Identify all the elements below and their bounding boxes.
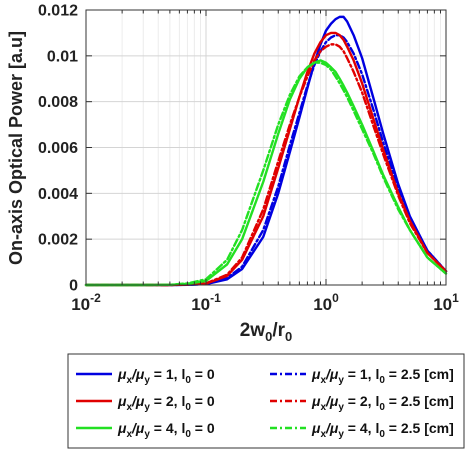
legend-label-part: = 1, l — [150, 366, 185, 382]
legend-label-part: = 0 — [191, 420, 215, 436]
legend-label-part: y — [338, 429, 344, 440]
legend-label-part: μ — [117, 393, 127, 409]
legend-label-part: = 4, l — [344, 420, 379, 436]
legend-label-part: /μ — [325, 366, 339, 382]
legend-label-part: x — [320, 375, 326, 386]
legend-label-part: μ — [117, 420, 127, 436]
legend-label: μx/μy = 4, l0 = 0 — [117, 420, 215, 440]
grid — [86, 10, 446, 285]
legend-label-part: y — [338, 402, 344, 413]
x-axis-label: 2w0/r0 — [240, 320, 293, 344]
series-line-4 — [84, 43, 448, 287]
legend-label-part: x — [126, 402, 132, 413]
legend-label-part: 0 — [379, 429, 385, 440]
legend-label-part: /μ — [325, 393, 339, 409]
legend-label: μx/μy = 1, l0 = 2.5 [cm] — [311, 366, 454, 386]
legend-label-part: x — [126, 429, 132, 440]
y-tick-label: 0.006 — [38, 140, 78, 157]
x-tick-base: 10 — [71, 295, 90, 314]
legend: μx/μy = 1, l0 = 0 μx/μy = 1, l0 = 2.5 [cm… — [67, 353, 465, 449]
legend-label-part: = 0 — [191, 393, 215, 409]
legend-label-part: x — [320, 402, 326, 413]
series-line-6 — [84, 61, 448, 287]
legend-label-part: 0 — [379, 375, 385, 386]
y-tick-label: 0 — [69, 278, 78, 295]
legend-label-part: 0 — [185, 375, 191, 386]
legend-label-part: = 1, l — [344, 366, 379, 382]
legend-label-part: = 2.5 [cm] — [385, 366, 454, 382]
series-lines — [84, 15, 448, 287]
legend-label-part: = 2, l — [150, 393, 185, 409]
legend-label-part: /μ — [131, 420, 145, 436]
legend-label-part: x — [320, 429, 326, 440]
x-tick-label: 100 — [313, 291, 339, 314]
x-tick-label: 10-1 — [191, 291, 221, 314]
legend-label-part: y — [144, 402, 150, 413]
ticks — [85, 9, 446, 286]
x-tick-exponent: 0 — [332, 291, 339, 305]
legend-label-part: y — [338, 375, 344, 386]
legend-label-part: μ — [311, 420, 321, 436]
legend-entries: μx/μy = 1, l0 = 0 μx/μy = 1, l0 = 2.5 [cm… — [76, 366, 454, 440]
legend-box — [67, 353, 465, 449]
legend-label-part: /μ — [131, 393, 145, 409]
y-tick-label: 0.012 — [38, 3, 78, 20]
x-tick-base: 10 — [191, 295, 210, 314]
x-tick-base: 10 — [433, 295, 452, 314]
legend-label-part: = 2.5 [cm] — [385, 420, 454, 436]
legend-label-part: μ — [311, 366, 321, 382]
legend-label-part: y — [144, 375, 150, 386]
y-tick-label: 0.002 — [38, 232, 78, 249]
legend-label-part: μ — [311, 393, 321, 409]
x-tick-label: 10-2 — [71, 291, 101, 314]
legend-label-part: = 0 — [191, 366, 215, 382]
legend-label-part: μ — [117, 366, 127, 382]
x-tick-exponent: -2 — [90, 291, 101, 305]
legend-label-part: = 2.5 [cm] — [385, 393, 454, 409]
legend-label-part: 0 — [379, 402, 385, 413]
legend-label: μx/μy = 2, l0 = 0 — [117, 393, 215, 413]
y-tick-label: 0.008 — [38, 94, 78, 111]
x-tick-base: 10 — [313, 295, 332, 314]
legend-label: μx/μy = 2, l0 = 2.5 [cm] — [311, 393, 454, 413]
legend-label-part: /μ — [325, 420, 339, 436]
legend-label-part: x — [126, 375, 132, 386]
legend-label-part: = 2, l — [344, 393, 379, 409]
x-tick-exponent: 1 — [452, 291, 459, 305]
legend-label: μx/μy = 1, l0 = 0 — [117, 366, 215, 386]
legend-label: μx/μy = 4, l0 = 2.5 [cm] — [311, 420, 454, 440]
x-tick-exponent: -1 — [210, 291, 221, 305]
legend-label-part: 0 — [185, 429, 191, 440]
legend-label-part: 0 — [185, 402, 191, 413]
legend-label-part: y — [144, 429, 150, 440]
x-tick-label: 101 — [433, 291, 459, 314]
y-tick-label: 0.004 — [38, 186, 78, 203]
legend-label-part: /μ — [131, 366, 145, 382]
y-axis-label: On-axis Optical Power [a.u] — [6, 31, 26, 265]
legend-label-part: = 4, l — [150, 420, 185, 436]
y-tick-label: 0.01 — [47, 48, 78, 65]
